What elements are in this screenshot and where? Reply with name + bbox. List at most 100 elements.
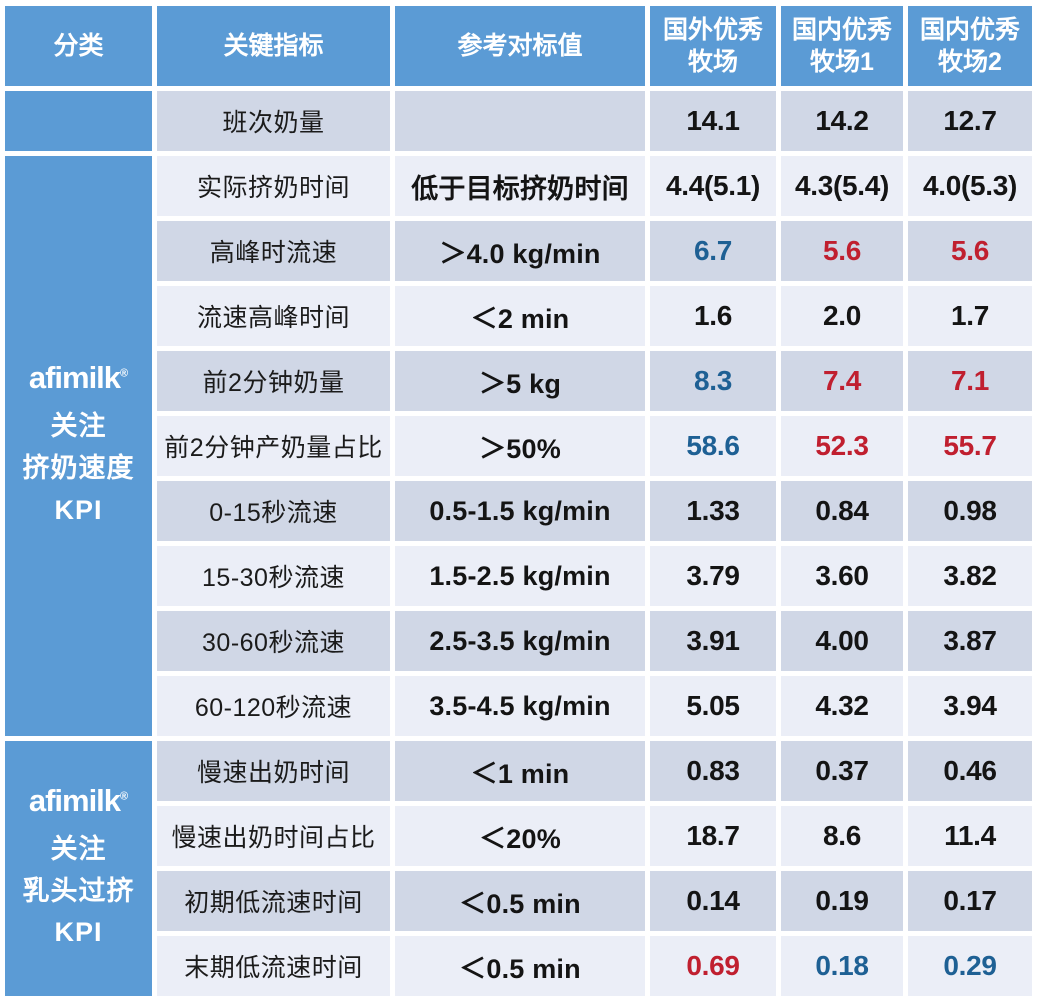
reference-cell: 1.5-2.5 kg/min <box>395 546 645 606</box>
value-cell: 55.7 <box>908 416 1032 476</box>
value-cell: 0.14 <box>650 871 776 931</box>
value-cell: 18.7 <box>650 806 776 866</box>
reference-cell: 3.5-4.5 kg/min <box>395 676 645 736</box>
value-cell: 0.37 <box>781 741 903 801</box>
category-label-line: 关注 <box>50 833 107 864</box>
indicator-cell: 末期低流速时间 <box>157 936 390 996</box>
table-row: 高峰时流速 ＞4.0 kg/min 6.7 5.6 5.6 <box>5 221 1032 281</box>
indicator-cell: 高峰时流速 <box>157 221 390 281</box>
table-row: 前2分钟奶量 ＞5 kg 8.3 7.4 7.1 <box>5 351 1032 411</box>
reference-cell: ＞50% <box>395 416 645 476</box>
reference-cell: ＜0.5 min <box>395 936 645 996</box>
indicator-cell: 前2分钟产奶量占比 <box>157 416 390 476</box>
reference-cell: ＞5 kg <box>395 351 645 411</box>
col-header-reference: 参考对标值 <box>395 6 645 86</box>
value-cell: 3.82 <box>908 546 1032 606</box>
value-cell: 3.91 <box>650 611 776 671</box>
reference-cell: 低于目标挤奶时间 <box>395 156 645 216</box>
value-cell: 1.6 <box>650 286 776 346</box>
category-label-line: 乳头过挤 <box>22 875 135 906</box>
category-label-line: 关注 <box>50 411 107 442</box>
value-cell: 8.6 <box>781 806 903 866</box>
reference-cell: ＜20% <box>395 806 645 866</box>
value-cell: 4.32 <box>781 676 903 736</box>
value-cell: 7.1 <box>908 351 1032 411</box>
indicator-cell: 流速高峰时间 <box>157 286 390 346</box>
value-cell: 1.33 <box>650 481 776 541</box>
table-row: afimilk® 关注 乳头过挤 KPI 慢速出奶时间 ＜1 min 0.83 … <box>5 741 1032 996</box>
indicator-cell: 15-30秒流速 <box>157 546 390 606</box>
indicator-cell: 初期低流速时间 <box>157 871 390 931</box>
reference-cell <box>395 91 645 151</box>
table-row: 班次奶量 14.1 14.2 12.7 <box>5 91 1032 151</box>
indicator-cell: 班次奶量 <box>157 91 390 151</box>
table-row: afimilk® 关注 挤奶速度 KPI 实际挤奶时间 低于目标挤奶时间 4.4… <box>5 156 1032 736</box>
indicator-cell: 慢速出奶时间占比 <box>157 806 390 866</box>
value-cell: 0.19 <box>781 871 903 931</box>
table-row: 60-120秒流速 3.5-4.5 kg/min 5.05 4.32 3.94 <box>5 676 1032 736</box>
indicator-cell: 实际挤奶时间 <box>157 156 390 216</box>
value-cell: 0.46 <box>908 741 1032 801</box>
table-row: 15-30秒流速 1.5-2.5 kg/min 3.79 3.60 3.82 <box>5 546 1032 606</box>
table-row: 流速高峰时间 ＜2 min 1.6 2.0 1.7 <box>5 286 1032 346</box>
value-cell: 4.4(5.1) <box>650 156 776 216</box>
value-cell: 0.84 <box>781 481 903 541</box>
value-cell: 5.6 <box>781 221 903 281</box>
col-header-foreign-farm: 国外优秀牧场 <box>650 6 776 86</box>
reference-cell: ＜2 min <box>395 286 645 346</box>
value-cell: 4.00 <box>781 611 903 671</box>
afimilk-logo: afimilk® <box>28 782 129 818</box>
reference-cell: ＞4.0 kg/min <box>395 221 645 281</box>
reference-cell: 0.5-1.5 kg/min <box>395 481 645 541</box>
value-cell: 12.7 <box>908 91 1032 151</box>
table-row: 前2分钟产奶量占比 ＞50% 58.6 52.3 55.7 <box>5 416 1032 476</box>
value-cell: 3.79 <box>650 546 776 606</box>
reference-cell: 2.5-3.5 kg/min <box>395 611 645 671</box>
col-header-domestic-farm-1: 国内优秀牧场1 <box>781 6 903 86</box>
registered-mark: ® <box>120 367 129 380</box>
value-cell: 14.1 <box>650 91 776 151</box>
value-cell: 5.6 <box>908 221 1032 281</box>
value-cell: 4.3(5.4) <box>781 156 903 216</box>
value-cell: 3.94 <box>908 676 1032 736</box>
afimilk-logo: afimilk® <box>28 360 129 396</box>
col-header-indicator: 关键指标 <box>157 6 390 86</box>
category-cell-teat-overmilking-kpi: afimilk® 关注 乳头过挤 KPI <box>5 741 152 996</box>
category-label-line: KPI <box>54 494 103 525</box>
indicator-cell: 慢速出奶时间 <box>157 741 390 801</box>
category-cell-blank <box>5 91 152 151</box>
col-header-category: 分类 <box>5 6 152 86</box>
value-cell: 0.69 <box>650 936 776 996</box>
value-cell: 8.3 <box>650 351 776 411</box>
category-label-line: 挤奶速度 <box>22 453 135 484</box>
value-cell: 0.17 <box>908 871 1032 931</box>
value-cell: 14.2 <box>781 91 903 151</box>
table-row: 慢速出奶时间占比 ＜20% 18.7 8.6 11.4 <box>5 806 1032 866</box>
col-header-domestic-farm-2: 国内优秀牧场2 <box>908 6 1032 86</box>
category-cell-milking-speed-kpi: afimilk® 关注 挤奶速度 KPI <box>5 156 152 736</box>
table-row: 30-60秒流速 2.5-3.5 kg/min 3.91 4.00 3.87 <box>5 611 1032 671</box>
value-cell: 2.0 <box>781 286 903 346</box>
value-cell: 0.29 <box>908 936 1032 996</box>
indicator-cell: 0-15秒流速 <box>157 481 390 541</box>
indicator-cell: 60-120秒流速 <box>157 676 390 736</box>
value-cell: 1.7 <box>908 286 1032 346</box>
value-cell: 58.6 <box>650 416 776 476</box>
category-label-line: KPI <box>54 917 103 948</box>
value-cell: 3.60 <box>781 546 903 606</box>
value-cell: 3.87 <box>908 611 1032 671</box>
table-row: 末期低流速时间 ＜0.5 min 0.69 0.18 0.29 <box>5 936 1032 996</box>
table-row: 0-15秒流速 0.5-1.5 kg/min 1.33 0.84 0.98 <box>5 481 1032 541</box>
value-cell: 6.7 <box>650 221 776 281</box>
reference-cell: ＜0.5 min <box>395 871 645 931</box>
registered-mark: ® <box>120 790 129 803</box>
indicator-cell: 前2分钟奶量 <box>157 351 390 411</box>
value-cell: 52.3 <box>781 416 903 476</box>
value-cell: 5.05 <box>650 676 776 736</box>
value-cell: 0.98 <box>908 481 1032 541</box>
table-row: 初期低流速时间 ＜0.5 min 0.14 0.19 0.17 <box>5 871 1032 931</box>
reference-cell: ＜1 min <box>395 741 645 801</box>
value-cell: 0.18 <box>781 936 903 996</box>
value-cell: 0.83 <box>650 741 776 801</box>
